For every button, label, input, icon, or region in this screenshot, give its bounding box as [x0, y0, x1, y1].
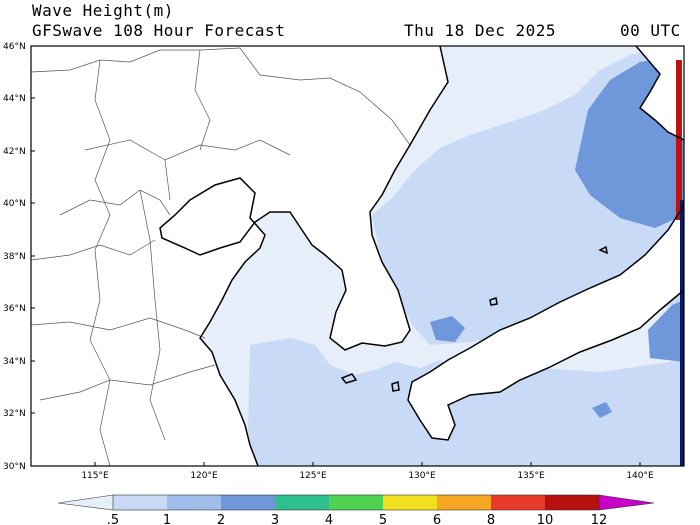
- colorbar-label: 12: [591, 513, 608, 525]
- colorbar-segment: [545, 495, 599, 510]
- lon-label: 140°E: [626, 471, 654, 481]
- colorbar-segment: [491, 495, 545, 510]
- latitude-axis: 46°N 44°N 42°N 40°N 38°N 36°N 34°N 32°N …: [3, 42, 35, 472]
- wave-peak-small: [592, 402, 612, 418]
- lat-label: 38°N: [3, 252, 26, 262]
- colorbar-segment: [437, 495, 491, 510]
- colorbar-label: 5: [379, 513, 387, 525]
- colorbar-label: 8: [487, 513, 495, 525]
- lon-label: 115°E: [81, 471, 109, 481]
- longitude-axis: 115°E 120°E 125°E 130°E 135°E 140°E: [81, 462, 654, 481]
- colorbar-label: 3: [271, 513, 279, 525]
- lat-label: 44°N: [3, 94, 26, 104]
- lon-label: 120°E: [190, 471, 218, 481]
- lat-label: 46°N: [3, 42, 26, 52]
- lon-label: 125°E: [299, 471, 327, 481]
- colorbar-segment: [221, 495, 275, 510]
- colorbar-segment: [167, 495, 221, 510]
- colorbar-label: 1: [163, 513, 171, 525]
- coastlines: [159, 46, 684, 466]
- colorbar-segment: [113, 495, 167, 510]
- boundary-lines: [31, 47, 411, 466]
- colorbar-segment: [275, 495, 329, 510]
- lat-label: 34°N: [3, 357, 26, 367]
- forecast-time: 00 UTC: [620, 21, 681, 40]
- lat-label: 40°N: [3, 199, 26, 209]
- lat-label: 36°N: [3, 304, 26, 314]
- colorbar-label: 2: [217, 513, 225, 525]
- lat-label: 42°N: [3, 147, 26, 157]
- land-japan: [408, 205, 684, 440]
- map-field: [31, 46, 684, 466]
- land-hokkaido: [636, 46, 684, 140]
- forecast-subtitle: GFSwave 108 Hour Forecast: [32, 21, 286, 40]
- forecast-date: Thu 18 Dec 2025: [404, 21, 556, 40]
- wave-peak-pacific: [648, 300, 684, 362]
- colorbar-label: 6: [433, 513, 441, 525]
- lat-label: 30°N: [3, 462, 26, 472]
- wave-band-east-china-sea: [248, 338, 684, 466]
- colorbar-high-arrow: [599, 495, 654, 510]
- plot-edge-dark: [680, 200, 684, 466]
- colorbar-label: 4: [325, 513, 333, 525]
- wave-peak-tsushima: [430, 316, 465, 342]
- colorbar-low-arrow: [58, 495, 113, 510]
- lon-label: 130°E: [408, 471, 436, 481]
- wave-edge-high: [676, 60, 682, 220]
- land-mainland: [31, 46, 448, 466]
- colorbar-segment: [383, 495, 437, 510]
- colorbar-label: 10: [537, 513, 554, 525]
- lon-label: 135°E: [517, 471, 545, 481]
- colorbar-segment: [329, 495, 383, 510]
- map-title: Wave Height(m): [32, 1, 174, 20]
- colorbar-label: .5: [107, 513, 119, 525]
- wave-height-colorbar: .5 1 2 3 4 5 6 8 10 12: [57, 494, 655, 525]
- lat-label: 32°N: [3, 409, 26, 419]
